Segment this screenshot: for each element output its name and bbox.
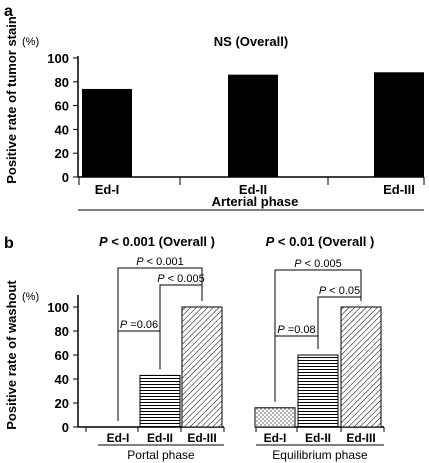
overall-p-value-label: P < 0.001 (Overall ) [99, 234, 215, 249]
x-tick-label: Ed-III [187, 431, 216, 445]
x-tick-label: Ed-II [305, 431, 331, 445]
portal-phase-group: Ed-I Ed-II Ed-III Portal phase P =0.06 P < 0.… [78, 234, 225, 462]
panel-a-x-axis-label: Arterial phase [212, 194, 299, 209]
x-tick-label: Ed-I [95, 182, 120, 197]
significance-bracket: P < 0.001 [117, 256, 203, 421]
bar-ed-ii [297, 354, 339, 428]
x-tick-label: Ed-I [264, 431, 287, 445]
panel-b-unit: (%) [22, 291, 39, 303]
y-tick-label: 0 [62, 420, 69, 435]
x-tick-label: Ed-II [239, 182, 267, 197]
y-tick-label: 60 [55, 99, 69, 114]
p-value-label: P < 0.05 [319, 285, 360, 297]
x-tick-label: Ed-III [383, 182, 415, 197]
p-value-label: P < 0.005 [294, 258, 341, 270]
bar-ed-iii [181, 306, 223, 428]
bracket-line [274, 269, 362, 402]
bracket-line [117, 267, 203, 421]
y-tick-label: 40 [55, 122, 69, 137]
y-tick-label: 60 [55, 348, 69, 363]
p-value-label: P < 0.001 [136, 256, 183, 268]
p-value-label: P < 0.005 [157, 273, 204, 285]
overall-p-value-label: P < 0.01 (Overall ) [266, 234, 375, 249]
y-tick-label: 40 [55, 372, 69, 387]
y-tick-label: 80 [55, 75, 69, 90]
panel-a-label: a [4, 3, 13, 20]
panel-a-y-axis-label: Positive rate of tumor stain [4, 16, 19, 184]
panel-a-title: NS (Overall) [214, 34, 288, 49]
y-tick-label: 20 [55, 396, 69, 411]
x-tick-label: Ed-I [107, 431, 130, 445]
panel-b-label: b [4, 235, 14, 252]
y-tick-label: 80 [55, 324, 69, 339]
x-axis-label: Equilibrium phase [272, 448, 368, 462]
x-tick-label: Ed-III [346, 431, 375, 445]
panel-a-unit: (%) [22, 36, 39, 48]
bar-ed-i [254, 407, 296, 428]
bar-ed-i [82, 88, 132, 177]
y-tick-label: 0 [62, 170, 69, 185]
panel-b-y-axis-label: Positive rate of washout [4, 280, 19, 430]
y-tick-label: 20 [55, 146, 69, 161]
p-value-label: P =0.08 [277, 324, 315, 336]
p-value-label: P =0.06 [120, 319, 158, 331]
x-tick-label: Ed-II [147, 431, 173, 445]
panel-a-plot: 0 20 40 60 80 100 Ed-I Ed-II Ed-III [47, 51, 425, 211]
bar-ed-iii [340, 306, 382, 428]
equilibrium-phase-group: Ed-I Ed-II Ed-III Equilibrium phase P =0.08 P… [254, 234, 385, 462]
bar-ed-iii [374, 72, 424, 177]
bar-ed-ii [139, 374, 181, 428]
panel-b-plot: 0 20 40 60 80 100 Ed-I Ed-II Ed-III Portal phase P… [47, 234, 385, 462]
significance-bracket: P < 0.005 [274, 258, 362, 402]
y-tick-label: 100 [47, 300, 69, 315]
y-tick-label: 100 [47, 51, 69, 66]
bar-ed-ii [228, 74, 278, 177]
x-axis-label: Portal phase [127, 448, 195, 462]
